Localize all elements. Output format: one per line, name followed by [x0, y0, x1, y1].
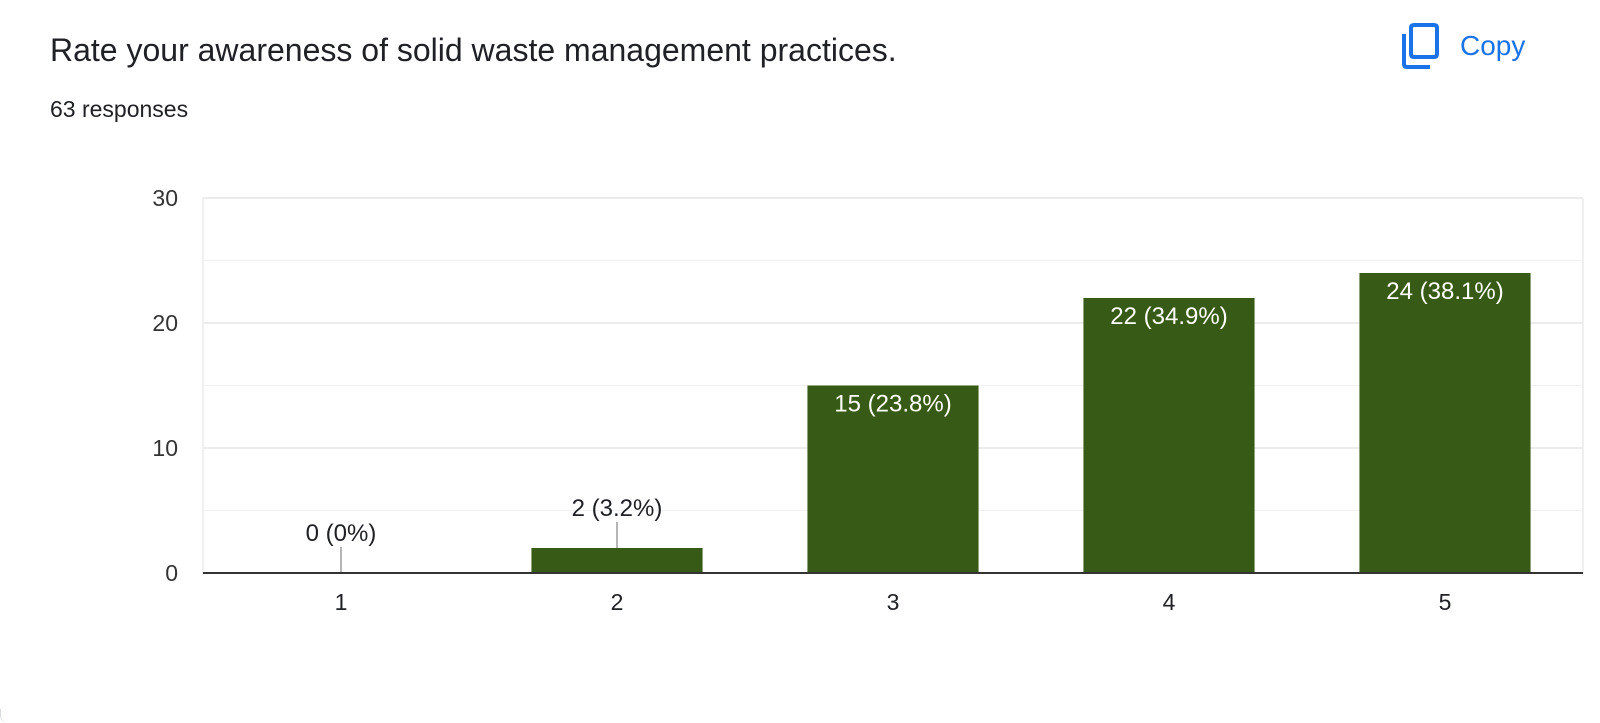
- y-tick-label: 10: [152, 435, 178, 461]
- x-tick-label: 2: [611, 589, 624, 615]
- response-count: 63 responses: [50, 96, 189, 122]
- x-tick-label: 1: [335, 589, 348, 615]
- data-label: 2 (3.2%): [572, 495, 663, 522]
- bar: [807, 385, 979, 573]
- bar: [531, 548, 703, 573]
- x-tick-label: 3: [887, 589, 900, 615]
- card-corner: [0, 709, 9, 723]
- data-label: 0 (0%): [306, 520, 377, 547]
- copy-button[interactable]: Copy: [1400, 22, 1525, 70]
- axis-layer: 0 10 20 30 1 2 3 4 5: [152, 185, 1583, 615]
- bar-layer: [531, 273, 1531, 573]
- bar: [1083, 298, 1255, 573]
- y-tick-label: 0: [165, 560, 178, 586]
- question-title: Rate your awareness of solid waste manag…: [50, 32, 897, 68]
- copy-label: Copy: [1460, 30, 1526, 61]
- y-tick-label: 30: [152, 185, 178, 211]
- data-label: 24 (38.1%): [1386, 278, 1503, 305]
- bar: [1359, 273, 1531, 573]
- data-label: 15 (23.8%): [834, 391, 951, 418]
- label-layer: 0 (0%) 2 (3.2%) 15 (23.8%) 22 (34.9%) 24 (38…: [306, 278, 1504, 573]
- x-tick-label: 5: [1439, 589, 1452, 615]
- x-tick-label: 4: [1163, 589, 1176, 615]
- y-tick-label: 20: [152, 310, 178, 336]
- copy-icon: [1402, 23, 1439, 69]
- data-label: 22 (34.9%): [1110, 303, 1227, 330]
